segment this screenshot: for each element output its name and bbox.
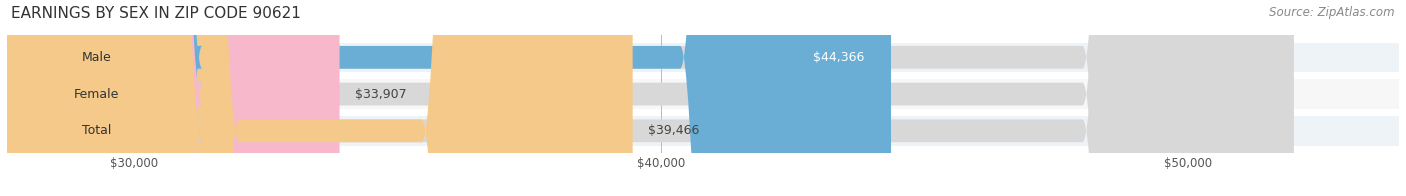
Text: $33,907: $33,907 (356, 88, 406, 101)
FancyBboxPatch shape (28, 0, 891, 196)
FancyBboxPatch shape (0, 0, 202, 196)
FancyBboxPatch shape (0, 0, 202, 196)
FancyBboxPatch shape (28, 0, 1294, 196)
FancyBboxPatch shape (0, 0, 202, 196)
Text: Male: Male (82, 51, 111, 64)
Text: Source: ZipAtlas.com: Source: ZipAtlas.com (1270, 6, 1395, 19)
Text: EARNINGS BY SEX IN ZIP CODE 90621: EARNINGS BY SEX IN ZIP CODE 90621 (11, 6, 301, 21)
FancyBboxPatch shape (28, 0, 340, 196)
FancyBboxPatch shape (28, 0, 633, 196)
Text: $39,466: $39,466 (648, 124, 700, 137)
Text: Total: Total (82, 124, 111, 137)
Bar (7, 79, 1399, 109)
Bar (7, 43, 1399, 72)
FancyBboxPatch shape (0, 0, 202, 196)
FancyBboxPatch shape (28, 0, 1294, 196)
FancyBboxPatch shape (0, 0, 202, 196)
FancyBboxPatch shape (0, 0, 202, 196)
Text: $44,366: $44,366 (813, 51, 865, 64)
FancyBboxPatch shape (28, 0, 1294, 196)
Text: Female: Female (75, 88, 120, 101)
Bar (7, 116, 1399, 146)
